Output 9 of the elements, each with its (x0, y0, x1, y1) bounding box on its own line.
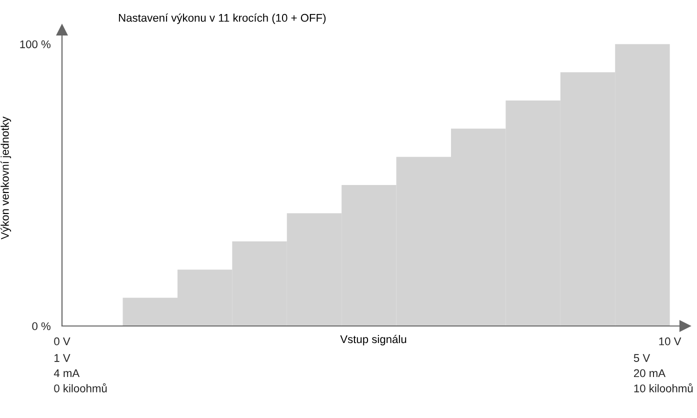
x-axis-title: Vstup signálu (340, 334, 406, 346)
y-axis-title: Výkon venkovní jednotky (0, 116, 12, 240)
text: 1 V 4 mA 0 kiloohmů (54, 354, 107, 392)
y-tick-label: 0 % (32, 322, 50, 330)
x-tick-label: 10 V (659, 337, 682, 346)
y-tick-label: 100 % (20, 40, 50, 48)
text: 5 V 20 mA 10 kiloohmů (634, 354, 693, 392)
chart-title: Nastavení výkonu v 11 krocích (10 + OFF) (118, 13, 326, 24)
x-tick-label: 0 V (54, 337, 70, 346)
